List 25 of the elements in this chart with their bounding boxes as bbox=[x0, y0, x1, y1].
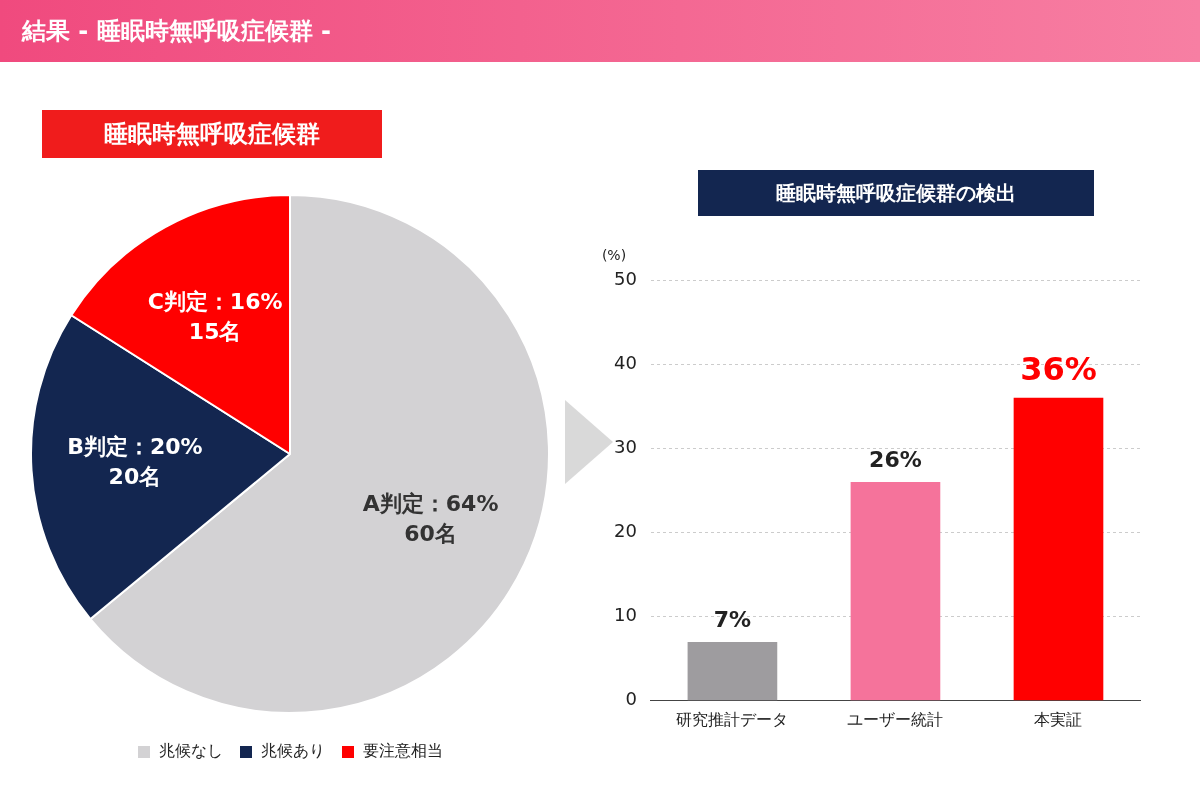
y-tick-label: 30 bbox=[614, 435, 637, 457]
x-tick-label: ユーザー統計 bbox=[847, 709, 944, 729]
bar bbox=[850, 481, 941, 701]
bar bbox=[1013, 397, 1104, 701]
x-tick-label: 本実証 bbox=[1034, 709, 1083, 729]
text: 結果 - 睡眠時無呼吸症候群 - bbox=[0, 0, 1200, 62]
data-label: B判定：20% 20名 bbox=[67, 434, 203, 490]
bar bbox=[687, 641, 778, 701]
data-label: 36% bbox=[1020, 350, 1097, 389]
y-tick-label: 50 bbox=[614, 267, 637, 289]
y-tick-label: 20 bbox=[614, 520, 637, 542]
data-label: A判定：64% 60名 bbox=[362, 490, 499, 546]
legend-label: 兆候あり bbox=[261, 741, 325, 761]
data-label: 7% bbox=[713, 606, 752, 632]
data-label: 26% bbox=[869, 446, 922, 472]
data-label: C判定：16% 15名 bbox=[147, 288, 283, 344]
x-tick-label: 研究推計データ bbox=[676, 709, 789, 729]
y-tick-label: 0 bbox=[625, 688, 637, 710]
legend-label: 要注意相当 bbox=[363, 741, 443, 761]
y-tick-label: 40 bbox=[614, 351, 637, 373]
y-tick-label: 10 bbox=[614, 604, 637, 626]
y-axis-title: (%) bbox=[601, 247, 627, 263]
chart-title: 睡眠時無呼吸症候群の検出 bbox=[698, 170, 1094, 216]
legend-label: 兆候なし bbox=[159, 741, 223, 761]
chart-title: 睡眠時無呼吸症候群 bbox=[42, 110, 382, 158]
